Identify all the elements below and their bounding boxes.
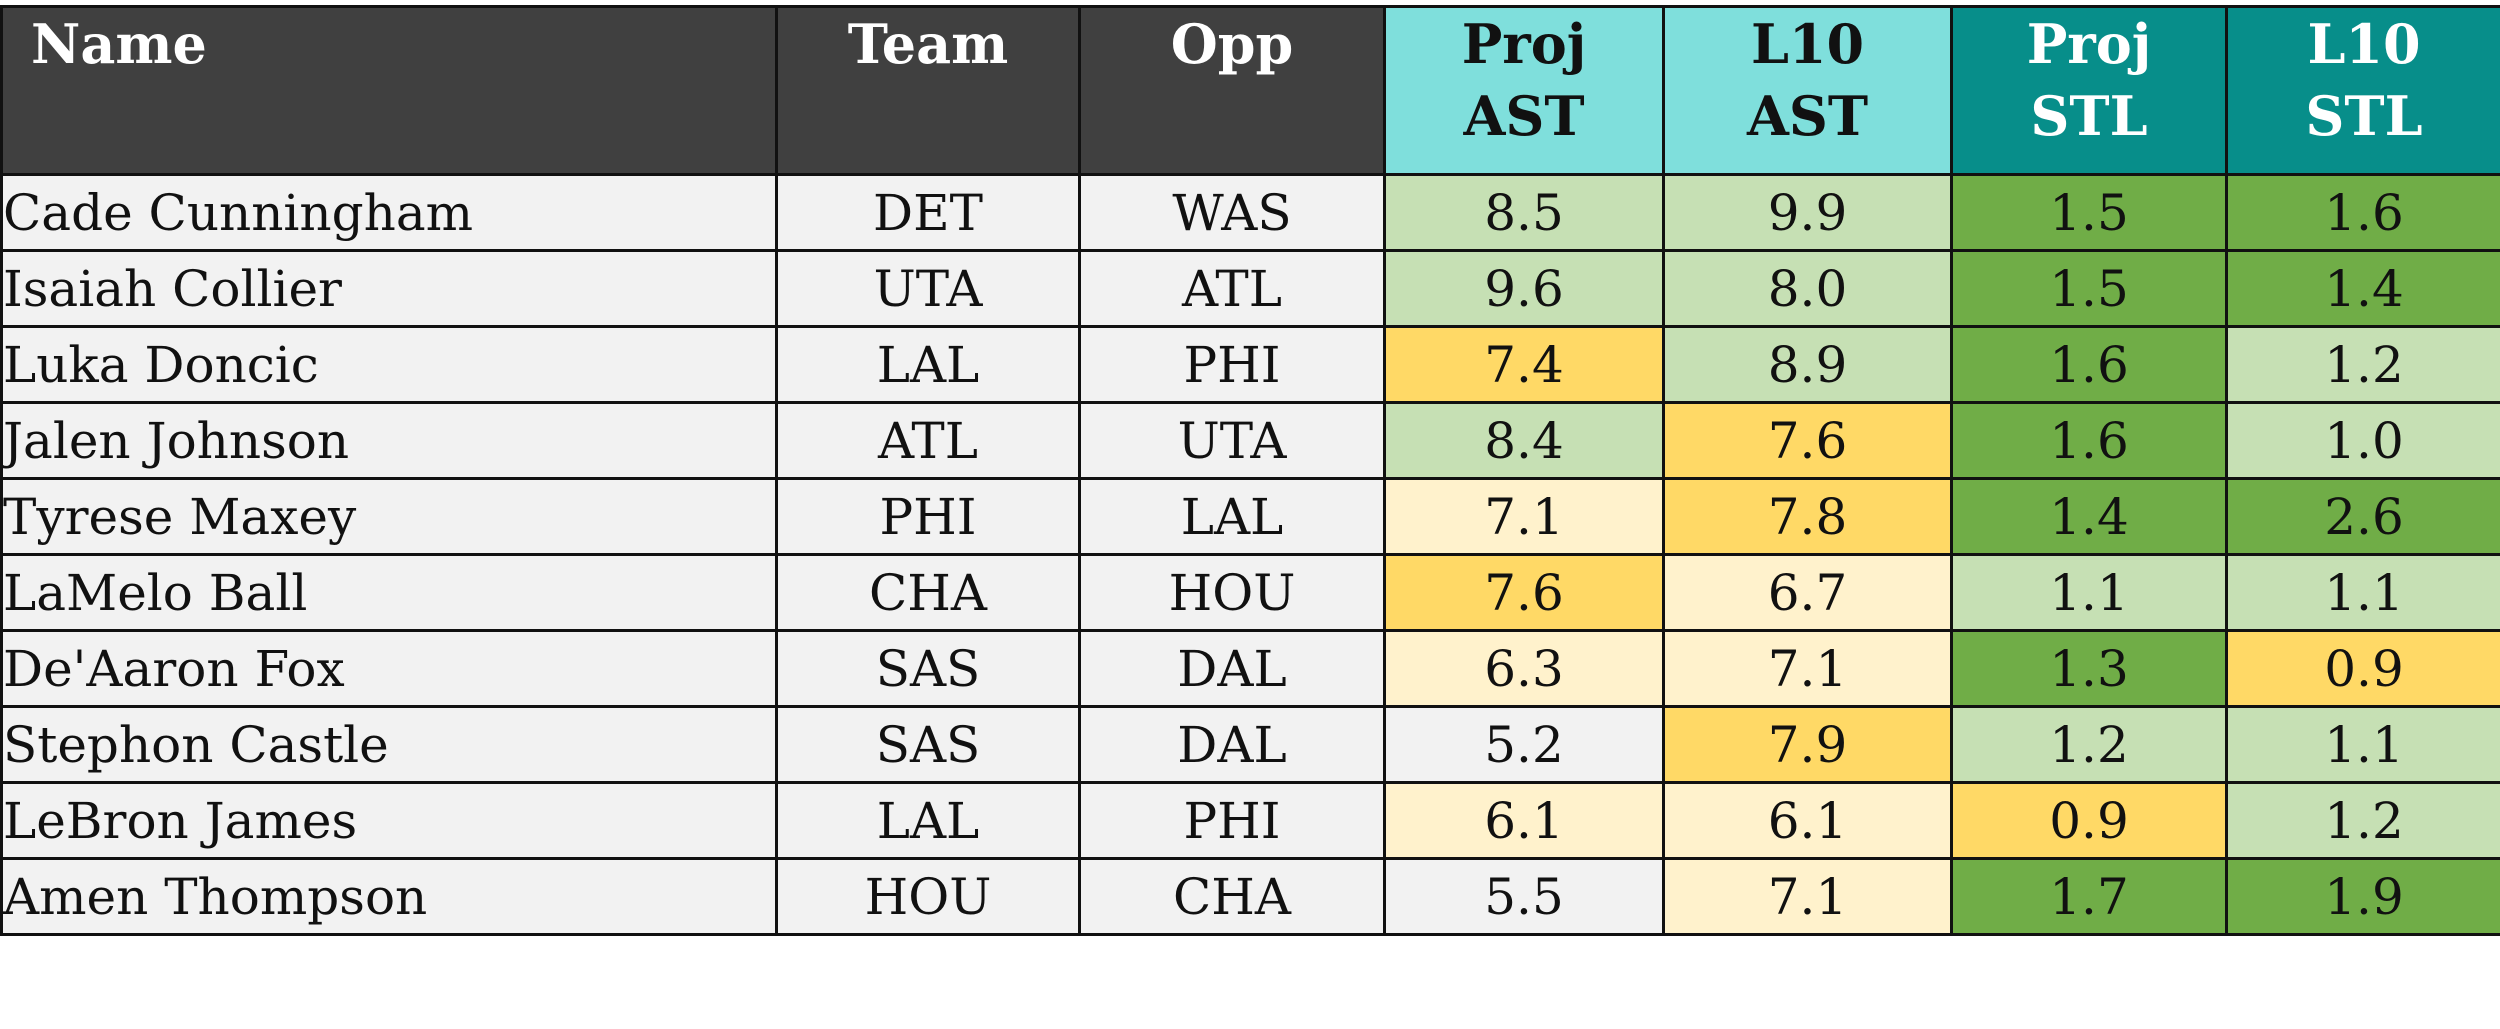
stats-table: Name Team Opp Proj AST L10 AST Proj STL L10… (0, 5, 2500, 936)
table-row: Amen Thompson HOU CHA 5.5 7.1 1.7 1.9 (0, 857, 2500, 936)
cell-proj-stl: 1.7 (1950, 857, 2228, 936)
cell-l10-ast: 7.8 (1662, 477, 1953, 556)
table-row: Jalen Johnson ATL UTA 8.4 7.6 1.6 1.0 (0, 401, 2500, 480)
cell-l10-stl: 1.1 (2225, 705, 2500, 784)
cell-proj-ast: 7.4 (1383, 325, 1665, 404)
cell-opp: UTA (1078, 401, 1386, 480)
cell-opp: DAL (1078, 629, 1386, 708)
cell-l10-ast: 7.6 (1662, 401, 1953, 480)
cell-name: LeBron James (0, 781, 778, 860)
cell-proj-stl: 1.2 (1950, 705, 2228, 784)
cell-name: Cade Cunningham (0, 173, 778, 252)
cell-name: Luka Doncic (0, 325, 778, 404)
cell-l10-ast: 7.9 (1662, 705, 1953, 784)
cell-team: LAL (775, 325, 1081, 404)
cell-opp: CHA (1078, 857, 1386, 936)
cell-proj-ast: 6.3 (1383, 629, 1665, 708)
cell-opp: WAS (1078, 173, 1386, 252)
cell-name: LaMelo Ball (0, 553, 778, 632)
cell-team: DET (775, 173, 1081, 252)
table-row: LaMelo Ball CHA HOU 7.6 6.7 1.1 1.1 (0, 553, 2500, 632)
cell-proj-ast: 9.6 (1383, 249, 1665, 328)
cell-name: Amen Thompson (0, 857, 778, 936)
cell-proj-stl: 1.6 (1950, 401, 2228, 480)
cell-team: LAL (775, 781, 1081, 860)
table-row: De'Aaron Fox SAS DAL 6.3 7.1 1.3 0.9 (0, 629, 2500, 708)
cell-proj-ast: 5.2 (1383, 705, 1665, 784)
cell-l10-ast: 6.7 (1662, 553, 1953, 632)
cell-proj-stl: 1.1 (1950, 553, 2228, 632)
cell-proj-ast: 8.4 (1383, 401, 1665, 480)
header-l10-stl: L10 STL (2225, 5, 2500, 176)
header-proj-ast: Proj AST (1383, 5, 1665, 176)
cell-team: SAS (775, 629, 1081, 708)
table-row: Luka Doncic LAL PHI 7.4 8.9 1.6 1.2 (0, 325, 2500, 404)
cell-proj-ast: 5.5 (1383, 857, 1665, 936)
cell-proj-ast: 8.5 (1383, 173, 1665, 252)
cell-proj-stl: 1.6 (1950, 325, 2228, 404)
cell-l10-ast: 7.1 (1662, 629, 1953, 708)
cell-proj-stl: 1.3 (1950, 629, 2228, 708)
cell-l10-ast: 7.1 (1662, 857, 1953, 936)
header-l10-ast: L10 AST (1662, 5, 1953, 176)
cell-proj-stl: 1.4 (1950, 477, 2228, 556)
cell-name: Stephon Castle (0, 705, 778, 784)
cell-l10-stl: 1.9 (2225, 857, 2500, 936)
cell-team: HOU (775, 857, 1081, 936)
table-row: Isaiah Collier UTA ATL 9.6 8.0 1.5 1.4 (0, 249, 2500, 328)
header-name: Name (0, 5, 778, 176)
cell-proj-ast: 7.6 (1383, 553, 1665, 632)
cell-name: De'Aaron Fox (0, 629, 778, 708)
cell-team: CHA (775, 553, 1081, 632)
cell-l10-stl: 1.2 (2225, 325, 2500, 404)
cell-team: SAS (775, 705, 1081, 784)
header-opp: Opp (1078, 5, 1386, 176)
cell-proj-stl: 1.5 (1950, 249, 2228, 328)
cell-l10-stl: 1.4 (2225, 249, 2500, 328)
cell-opp: HOU (1078, 553, 1386, 632)
cell-l10-ast: 6.1 (1662, 781, 1953, 860)
cell-l10-ast: 8.9 (1662, 325, 1953, 404)
header-row: Name Team Opp Proj AST L10 AST Proj STL L10… (0, 5, 2500, 176)
table-row: Stephon Castle SAS DAL 5.2 7.9 1.2 1.1 (0, 705, 2500, 784)
cell-name: Jalen Johnson (0, 401, 778, 480)
cell-opp: LAL (1078, 477, 1386, 556)
table-row: Cade Cunningham DET WAS 8.5 9.9 1.5 1.6 (0, 173, 2500, 252)
cell-l10-stl: 1.0 (2225, 401, 2500, 480)
cell-team: ATL (775, 401, 1081, 480)
cell-name: Tyrese Maxey (0, 477, 778, 556)
cell-l10-stl: 2.6 (2225, 477, 2500, 556)
cell-l10-ast: 8.0 (1662, 249, 1953, 328)
cell-proj-stl: 0.9 (1950, 781, 2228, 860)
table-row: Tyrese Maxey PHI LAL 7.1 7.8 1.4 2.6 (0, 477, 2500, 556)
cell-l10-stl: 1.6 (2225, 173, 2500, 252)
cell-l10-stl: 1.2 (2225, 781, 2500, 860)
cell-team: PHI (775, 477, 1081, 556)
table-body: Cade Cunningham DET WAS 8.5 9.9 1.5 1.6 Isaiah … (0, 173, 2500, 936)
header-team: Team (775, 5, 1081, 176)
cell-opp: DAL (1078, 705, 1386, 784)
cell-opp: PHI (1078, 325, 1386, 404)
table-row: LeBron James LAL PHI 6.1 6.1 0.9 1.2 (0, 781, 2500, 860)
cell-l10-ast: 9.9 (1662, 173, 1953, 252)
cell-opp: ATL (1078, 249, 1386, 328)
cell-team: UTA (775, 249, 1081, 328)
cell-opp: PHI (1078, 781, 1386, 860)
cell-name: Isaiah Collier (0, 249, 778, 328)
header-proj-stl: Proj STL (1950, 5, 2228, 176)
cell-proj-ast: 7.1 (1383, 477, 1665, 556)
cell-proj-stl: 1.5 (1950, 173, 2228, 252)
cell-proj-ast: 6.1 (1383, 781, 1665, 860)
cell-l10-stl: 0.9 (2225, 629, 2500, 708)
cell-l10-stl: 1.1 (2225, 553, 2500, 632)
